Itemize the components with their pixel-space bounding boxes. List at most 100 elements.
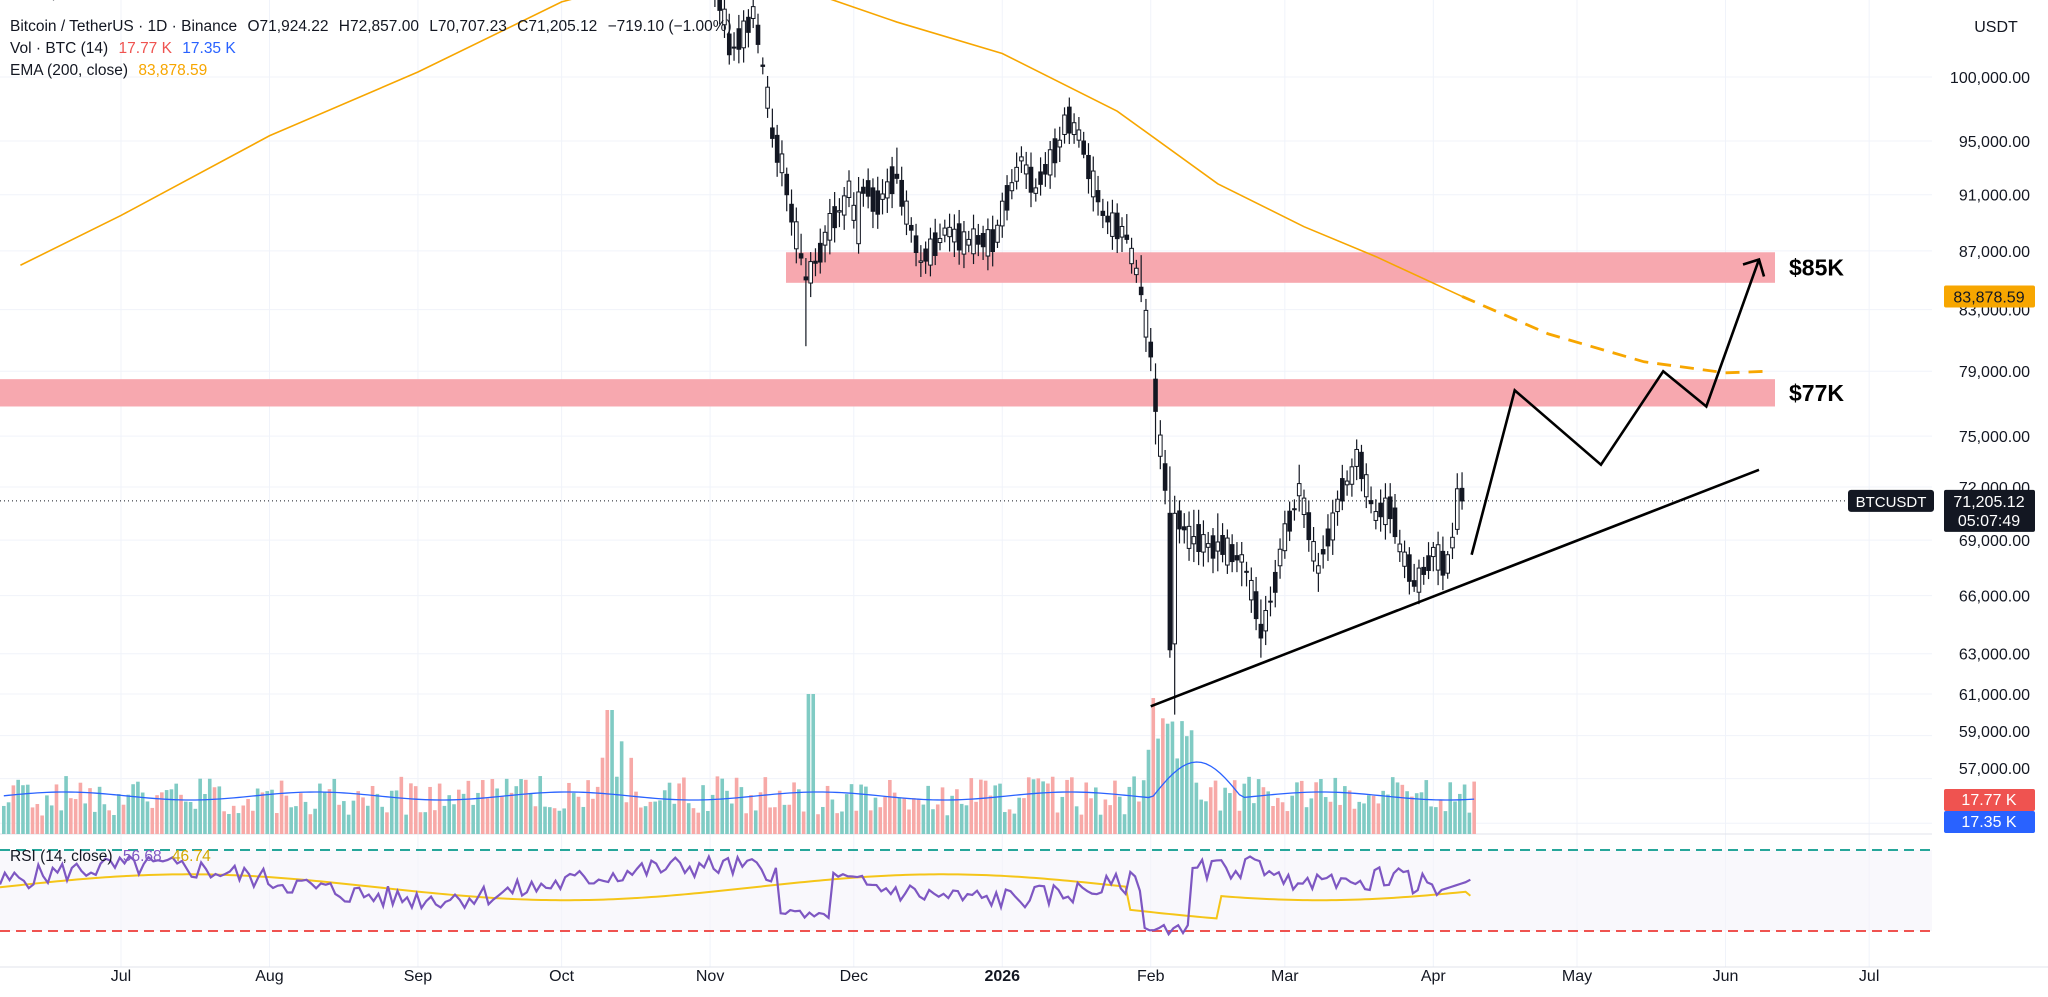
volume-bar	[303, 801, 308, 834]
candle	[947, 213, 952, 252]
price-axis[interactable]: 100,000.00 95,000.00 91,000.00 87,000.00 83,…	[1848, 0, 2048, 997]
candle-body	[1196, 524, 1201, 552]
volume-bar	[73, 799, 78, 834]
volume-bar	[241, 805, 246, 834]
volume-bar	[940, 787, 945, 834]
time-tick: Jul	[111, 968, 131, 985]
symbol-title[interactable]: Bitcoin / TetherUS · 1D · Binance	[10, 18, 238, 35]
candle	[1138, 255, 1144, 303]
volume-bar	[21, 785, 25, 834]
candle	[1205, 531, 1211, 563]
volume-bar	[1367, 795, 1371, 834]
volume-bar	[150, 807, 155, 834]
candle	[894, 147, 900, 184]
candle-body	[851, 204, 857, 221]
candle	[736, 14, 742, 64]
volume-bar	[1438, 799, 1443, 834]
candle	[928, 227, 933, 277]
volume-bar	[792, 782, 796, 834]
candle-body	[1076, 129, 1082, 141]
candle	[1287, 501, 1292, 542]
candle-body	[1028, 166, 1034, 193]
volume-bar	[1026, 777, 1031, 834]
volume-bar	[1309, 798, 1314, 834]
rsi-label[interactable]: RSI (14, close)	[10, 848, 113, 865]
volume-bar	[275, 813, 279, 834]
candle-body	[1110, 212, 1115, 237]
candle-body	[1277, 548, 1283, 567]
candle-body	[1162, 463, 1168, 491]
candle-body	[1114, 212, 1120, 240]
volume-bar	[174, 783, 179, 834]
volume-ma-value: 17.35 K	[182, 40, 236, 57]
volume-bar	[332, 778, 337, 834]
candle-body	[1124, 234, 1130, 240]
volume-bar	[1448, 782, 1453, 834]
candle	[999, 192, 1005, 238]
volume-bar	[619, 741, 624, 834]
volume-bar	[1089, 798, 1093, 834]
rsi-legend: RSI (14, close) 56.68 46.74	[10, 848, 211, 866]
candle	[1158, 420, 1163, 470]
candle-body	[1450, 536, 1455, 549]
candle-body	[1043, 164, 1048, 175]
candle	[1311, 527, 1316, 572]
volume-bar	[327, 789, 332, 834]
candle-body	[1421, 566, 1427, 575]
candle	[899, 166, 904, 216]
volume-bar	[270, 789, 274, 834]
candle-body	[1378, 502, 1383, 518]
candle-body	[1134, 267, 1139, 276]
candle	[760, 57, 766, 75]
candle-body	[1306, 512, 1312, 541]
symbol-tag-text: BTCUSDT	[1856, 494, 1927, 511]
volume-bar	[389, 790, 394, 834]
volume-bar	[308, 814, 313, 834]
candle	[731, 32, 737, 61]
ema-label[interactable]: EMA (200, close)	[10, 62, 129, 79]
candle-body	[1004, 185, 1010, 211]
volume-bar	[543, 806, 547, 834]
candle-body	[980, 232, 986, 248]
candle-body	[1210, 535, 1216, 559]
volume-bar	[1299, 780, 1304, 834]
volume-bar	[787, 804, 792, 834]
candle-body	[1454, 488, 1460, 530]
candle	[1067, 97, 1072, 145]
volume-bar	[634, 791, 638, 834]
candle	[1344, 470, 1350, 496]
candle	[798, 233, 804, 266]
price-tick: 79,000.00	[1959, 364, 2030, 381]
volume-bar	[184, 801, 188, 834]
volume-bar	[1247, 776, 1251, 834]
currency-button[interactable]: USDT	[1974, 19, 2018, 36]
candle-body	[1062, 114, 1067, 135]
candle	[1282, 510, 1288, 559]
volume-bar	[873, 797, 878, 834]
candle-body	[880, 193, 885, 200]
volume-bar	[6, 802, 11, 834]
volume-bar	[1400, 784, 1405, 834]
volume-label[interactable]: Vol · BTC (14)	[10, 40, 109, 57]
candle	[1411, 563, 1417, 592]
volume-bar	[1060, 796, 1065, 834]
volume-bar	[557, 810, 562, 834]
candle-body	[746, 16, 751, 33]
candle	[889, 156, 895, 209]
candle-body	[1387, 496, 1393, 520]
candle	[1330, 499, 1336, 555]
candle	[1009, 169, 1015, 200]
candle	[1004, 175, 1010, 221]
candle	[717, 0, 722, 25]
volume-bar	[768, 807, 772, 834]
volume-bar	[830, 799, 835, 834]
candle	[1397, 529, 1403, 562]
candle-body	[1067, 106, 1072, 134]
time-axis[interactable]: Jul Aug Sep Oct Nov Dec 2026 Feb Mar Apr May Jun Jul	[0, 966, 2048, 985]
candle-body	[1335, 498, 1340, 513]
volume-bar	[1070, 777, 1074, 834]
low-value: L70,707.23	[429, 18, 507, 35]
candles[interactable]	[6, 0, 1465, 715]
volume-bar	[1199, 799, 1203, 834]
